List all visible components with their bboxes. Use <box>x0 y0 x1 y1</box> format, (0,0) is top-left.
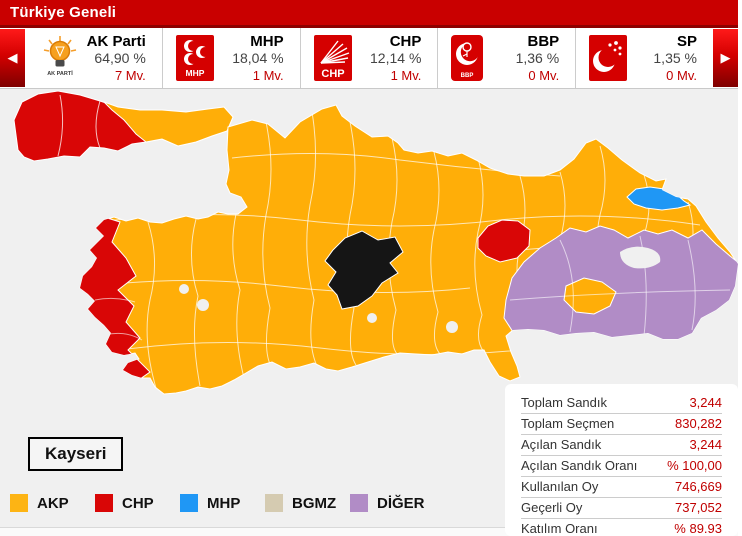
svg-text:AK PARTİ: AK PARTİ <box>47 70 73 77</box>
party-name: AK Parti <box>86 32 146 50</box>
stat-label: Açılan Sandık <box>521 437 602 452</box>
stat-value: 3,244 <box>689 437 722 452</box>
borders-in-purple <box>509 235 731 337</box>
scroll-left-button[interactable]: ◀ <box>0 29 25 87</box>
stat-value: % 100,00 <box>667 458 722 473</box>
province-stats-panel: Toplam Sandık 3,244 Toplam Seçmen 830,28… <box>505 384 738 536</box>
stat-label: Toplam Seçmen <box>521 416 615 431</box>
province-kayseri-selected[interactable] <box>324 230 404 310</box>
chp-six-arrows-logo-icon: CHP <box>313 35 352 81</box>
party-percent: 18,04 % <box>232 49 284 66</box>
stat-label: Toplam Sandık <box>521 395 607 410</box>
party-percent: 12,14 % <box>370 49 422 66</box>
stats-row: Kullanılan Oy 746,669 <box>521 477 722 498</box>
party-cell-akparti[interactable]: AK PARTİ AK Parti 64,90 % 7 Mv. <box>25 28 162 88</box>
map-legend: AKP CHP MHP BGMZ DİĞER <box>10 494 435 512</box>
party-percent: 1,35 % <box>653 49 697 66</box>
party-name: CHP <box>389 32 422 50</box>
svg-text:CHP: CHP <box>321 68 344 80</box>
stats-row: Açılan Sandık 3,244 <box>521 435 722 456</box>
region-tunceli-chp[interactable] <box>477 219 531 263</box>
legend-label: MHP <box>207 494 241 512</box>
thrace-province-borders <box>57 94 101 157</box>
stats-row: Toplam Sandık 3,244 <box>521 393 722 414</box>
arrow-left-icon: ◀ <box>7 50 18 65</box>
page-title: Türkiye Geneli <box>10 4 117 21</box>
selected-province-label: Kayseri <box>45 444 107 463</box>
legend-item-mhp: MHP <box>180 494 265 512</box>
stats-row: Katılım Oranı % 89.93 <box>521 519 722 536</box>
party-cell-mhp[interactable]: MHP MHP 18,04 % 1 Mv. <box>161 28 300 88</box>
svg-text:MHP: MHP <box>185 68 204 78</box>
party-name: MHP <box>250 32 284 50</box>
stat-label: Katılım Oranı <box>521 521 598 536</box>
svg-text:BBP: BBP <box>461 73 474 79</box>
selected-province-box: Kayseri <box>28 437 124 471</box>
arrow-right-icon: ▶ <box>720 50 731 65</box>
legend-swatch-mhp <box>180 494 198 512</box>
legend-swatch-bgmz <box>265 494 283 512</box>
stat-label: Geçerli Oy <box>521 500 583 515</box>
stats-row: Toplam Seçmen 830,282 <box>521 414 722 435</box>
party-seats: 1 Mv. <box>390 67 422 83</box>
mhp-three-crescents-logo-icon: MHP <box>175 35 214 81</box>
border-in-red <box>94 297 136 303</box>
legend-label: AKP <box>37 494 69 512</box>
party-cell-chp[interactable]: CHP CHP 12,14 % 1 Mv. <box>299 28 438 88</box>
party-name: SP <box>676 32 697 50</box>
stats-row: Açılan Sandık Oranı % 100,00 <box>521 456 722 477</box>
region-istanbul-akp[interactable] <box>103 101 234 147</box>
stat-value: 737,052 <box>675 500 722 515</box>
scroll-right-button[interactable]: ▶ <box>712 29 738 87</box>
party-name: BBP <box>527 32 560 50</box>
stat-label: Kullanılan Oy <box>521 479 599 494</box>
party-seats: 1 Mv. <box>252 67 284 83</box>
legend-item-chp: CHP <box>95 494 180 512</box>
party-cell-sp[interactable]: SP 1,35 % 0 Mv. <box>575 28 713 88</box>
stat-label: Açılan Sandık Oranı <box>521 458 638 473</box>
right-page-edge <box>738 0 742 536</box>
party-percent: 64,90 % <box>94 49 146 66</box>
region-igdir-mhp[interactable] <box>626 186 692 211</box>
region-inside-purple-akp[interactable] <box>563 277 617 315</box>
legend-swatch-chp <box>95 494 113 512</box>
legend-swatch-diger <box>350 494 368 512</box>
legend-item-akp: AKP <box>10 494 95 512</box>
legend-swatch-akp <box>10 494 28 512</box>
legend-item-bgmz: BGMZ <box>265 494 350 512</box>
stat-value: 830,282 <box>675 416 722 431</box>
party-seats: 7 Mv. <box>114 67 146 83</box>
sp-crescent-stars-logo-icon <box>589 35 628 81</box>
stat-value: 3,244 <box>689 395 722 410</box>
legend-item-diger: DİĞER <box>350 494 435 512</box>
lakes <box>179 246 661 333</box>
bbp-crescent-rose-logo-icon: BBP <box>451 35 484 81</box>
bottom-divider <box>0 527 738 536</box>
akparti-lightbulb-logo-icon: AK PARTİ <box>43 36 77 77</box>
party-cell-bbp[interactable]: BBP BBP 1,36 % 0 Mv. <box>437 28 575 88</box>
legend-label: CHP <box>122 494 154 512</box>
party-results-bar: ◀ AK PARTİ AK Parti 64,90 % 7 Mv. <box>0 28 738 89</box>
title-bar: Türkiye Geneli <box>0 0 738 28</box>
party-seats: 0 Mv. <box>666 67 697 83</box>
stats-row: Geçerli Oy 737,052 <box>521 498 722 519</box>
legend-label: DİĞER <box>377 494 425 512</box>
legend-label: BGMZ <box>292 494 337 512</box>
party-seats: 0 Mv. <box>528 67 560 83</box>
party-percent: 1,36 % <box>515 49 560 66</box>
stat-value: % 89.93 <box>674 521 722 536</box>
stat-value: 746,669 <box>675 479 722 494</box>
